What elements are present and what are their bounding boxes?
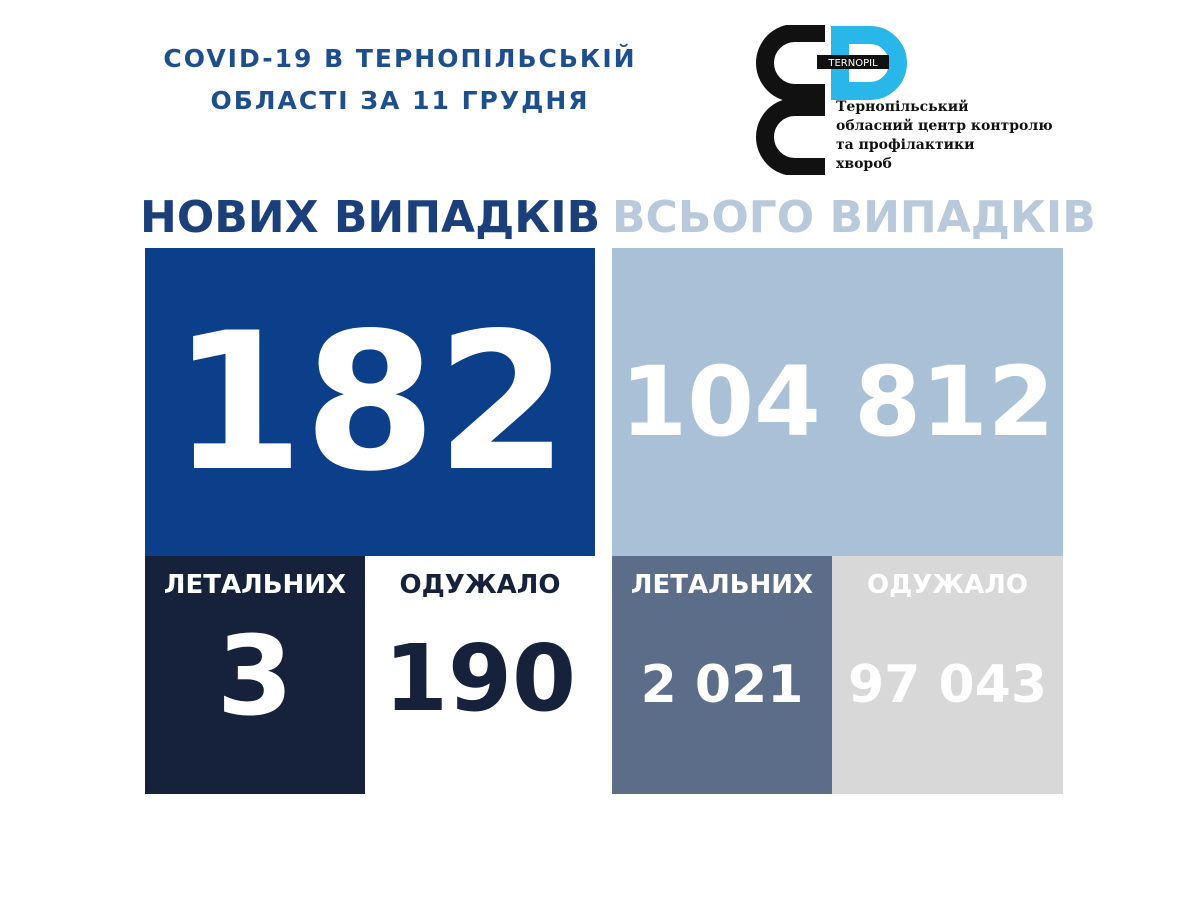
title-line: ОБЛАСТІ ЗА 11 ГРУДНЯ [210, 86, 590, 115]
label: ОДУЖАЛО [399, 570, 561, 600]
label: ЛЕТАЛЬНИХ [163, 570, 347, 600]
label: ОДУЖАЛО [867, 570, 1028, 600]
new-heading: НОВИХ ВИПАДКІВ [140, 192, 601, 243]
total-recovered: 97 043 [847, 655, 1047, 715]
new-recovered: 190 [383, 625, 577, 732]
title-line: COVID-19 В ТЕРНОПІЛЬСЬКІЙ [163, 44, 637, 73]
new-deaths: 3 [216, 612, 294, 740]
total-deaths-box [612, 556, 832, 794]
total-deaths: 2 021 [640, 655, 804, 715]
total-heading: ВСЬОГО ВИПАДКІВ [612, 192, 1096, 243]
logo-line: та профілактики [836, 137, 975, 153]
logo-text: Тернопільський обласний центр контролю т… [836, 98, 1053, 174]
logo-line: хвороб [836, 156, 892, 172]
new-deaths-box [145, 556, 365, 794]
logo-line: обласний центр контролю [836, 118, 1053, 134]
new-box: 182 [145, 248, 595, 556]
new-value: 182 [171, 291, 569, 513]
logo-line: Тернопільський [836, 99, 969, 115]
total-recovered-box [832, 556, 1063, 794]
total-value: 104 812 [620, 346, 1055, 458]
label: ЛЕТАЛЬНИХ [630, 570, 814, 600]
total-box: 104 812 [612, 248, 1063, 556]
logo-mark: TERNOPIL [756, 25, 907, 175]
logo-badge: TERNOPIL [827, 58, 878, 69]
